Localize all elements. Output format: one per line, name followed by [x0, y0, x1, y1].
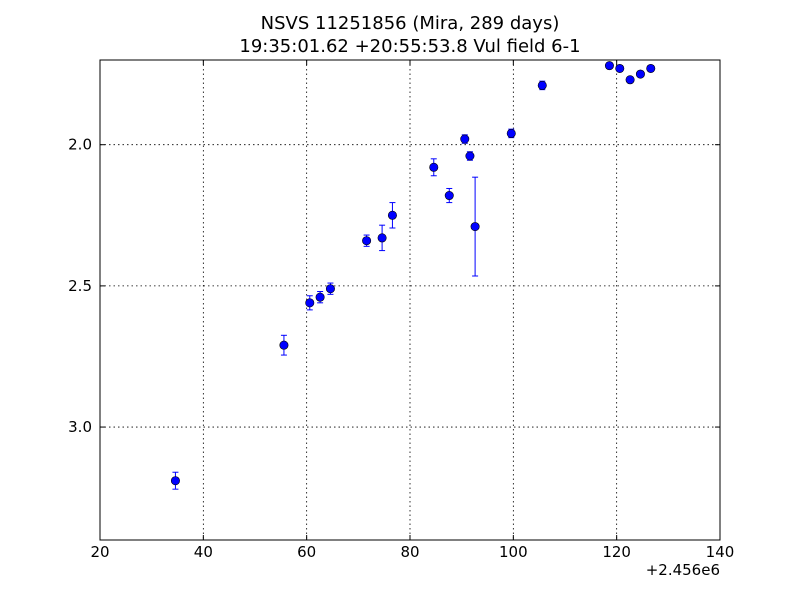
data-point [537, 80, 547, 90]
data-point [305, 298, 315, 308]
x-tick-label: 140 [706, 543, 735, 561]
data-point [646, 63, 656, 73]
x-tick-label: 80 [400, 543, 419, 561]
data-point [387, 210, 397, 220]
axis-ticks [99, 60, 721, 540]
chart-subtitle: 19:35:01.62 +20:55:53.8 Vul field 6-1 [239, 36, 580, 57]
data-point [377, 233, 387, 243]
data-point [429, 162, 439, 172]
x-offset-label: +2.456e6 [646, 561, 720, 579]
grid [100, 60, 720, 540]
data-point [170, 476, 180, 486]
chart-title: NSVS 11251856 (Mira, 289 days) [261, 13, 560, 34]
x-tick-label: 20 [90, 543, 109, 561]
x-tick-label: 120 [602, 543, 631, 561]
data-point [635, 69, 645, 79]
y-tick-label: 2.0 [68, 136, 92, 154]
y-tick-label: 3.0 [68, 418, 92, 436]
data-point [279, 340, 289, 350]
data-point [625, 75, 635, 85]
tick-labels: 20 40 60 80 100 120 140 2.0 2.5 3.0 [68, 136, 734, 561]
data-series [170, 61, 656, 490]
data-point [362, 236, 372, 246]
data-point [465, 151, 475, 161]
y-tick-label: 2.5 [68, 277, 92, 295]
data-point [460, 134, 470, 144]
data-point [444, 191, 454, 201]
data-point [604, 61, 614, 71]
data-point [615, 63, 625, 73]
x-tick-label: 60 [297, 543, 316, 561]
data-point [506, 128, 516, 138]
data-point [470, 222, 480, 232]
x-tick-label: 40 [194, 543, 213, 561]
data-point [315, 292, 325, 302]
data-point [325, 284, 335, 294]
x-tick-label: 100 [499, 543, 528, 561]
